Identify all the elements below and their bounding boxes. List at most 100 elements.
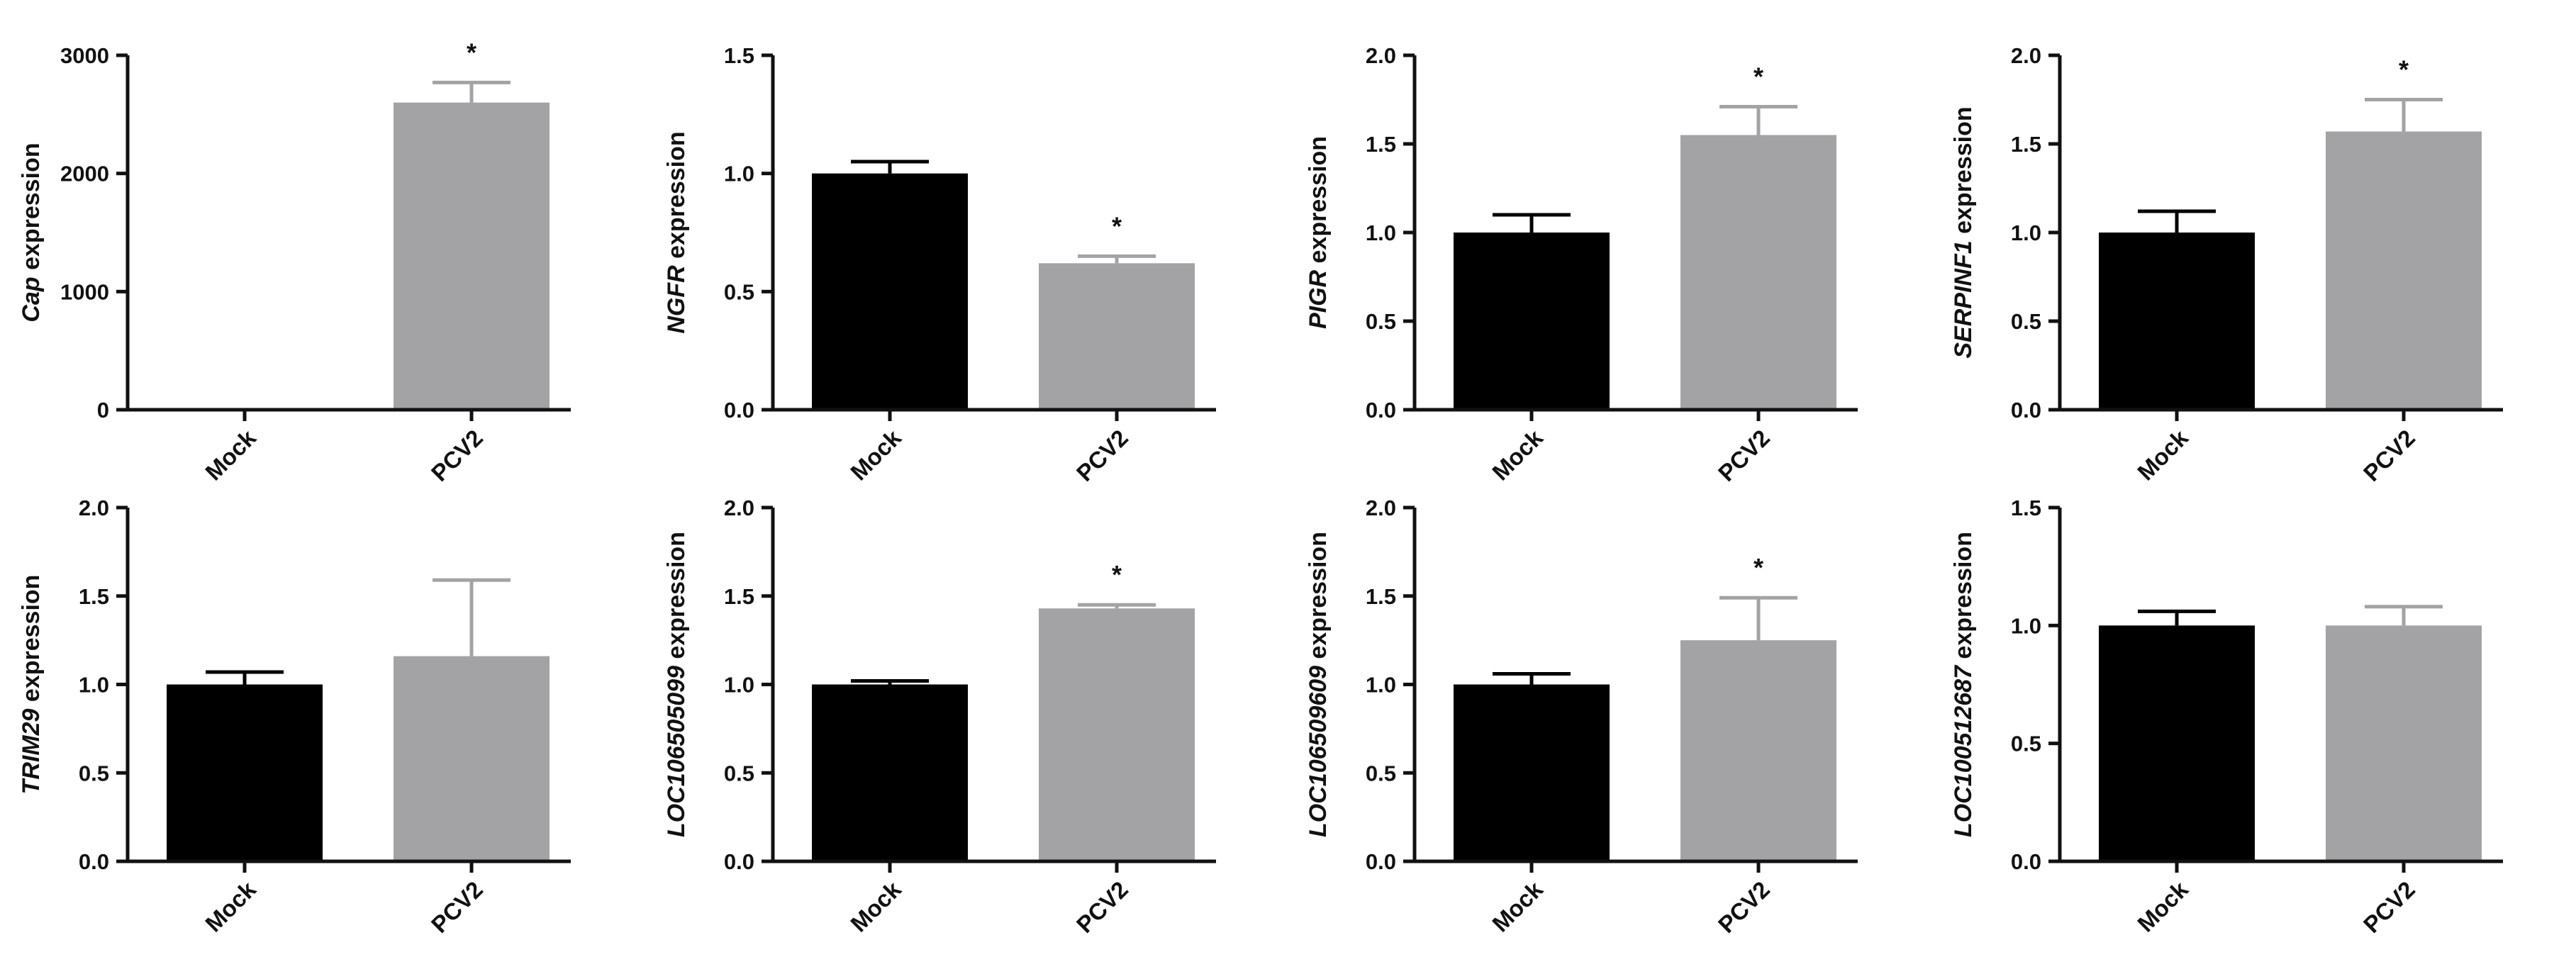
y-tick-label: 2.0 bbox=[2011, 43, 2041, 68]
bar-mock bbox=[2099, 233, 2255, 410]
y-tick-label: 1.5 bbox=[2011, 496, 2041, 520]
y-tick-label: 1.0 bbox=[1366, 673, 1396, 698]
y-tick-label: 0.5 bbox=[1366, 309, 1396, 334]
bar-mock bbox=[812, 173, 968, 410]
y-tick-label: 1.5 bbox=[1366, 584, 1396, 609]
gene-name: SERPINF1 bbox=[1950, 240, 1977, 358]
y-axis-label-suffix: expression bbox=[1950, 532, 1977, 666]
y-tick-label: 0.0 bbox=[79, 849, 109, 874]
y-tick-label: 0 bbox=[97, 398, 109, 423]
y-axis-label: LOC106509609 expression bbox=[1305, 532, 1332, 837]
y-tick-label: 0.0 bbox=[2011, 849, 2041, 874]
y-axis-label-suffix: expression bbox=[18, 575, 45, 709]
bar-pcv2 bbox=[1039, 608, 1195, 861]
y-tick-label: 0.0 bbox=[2011, 398, 2041, 423]
gene-name: LOC106505099 bbox=[663, 666, 690, 837]
bar-pcv2 bbox=[1680, 640, 1836, 861]
y-axis-label-suffix: expression bbox=[663, 131, 690, 265]
y-axis-label: LOC100512687 expression bbox=[1950, 532, 1977, 837]
gene-name: LOC106509609 bbox=[1305, 666, 1332, 837]
significance-asterisk: * bbox=[2399, 55, 2409, 84]
y-axis-label: TRIM29 expression bbox=[18, 575, 45, 795]
y-tick-label: 0.5 bbox=[1366, 761, 1396, 785]
y-tick-label: 1.5 bbox=[79, 584, 109, 609]
y-tick-label: 1000 bbox=[60, 279, 109, 304]
y-axis-label-suffix: expression bbox=[663, 532, 690, 666]
bar-pcv2 bbox=[2326, 131, 2482, 410]
y-axis-label: NGFR expression bbox=[663, 131, 690, 333]
y-axis-label-suffix: expression bbox=[1305, 136, 1332, 270]
y-axis-label: Cap expression bbox=[18, 142, 45, 322]
y-tick-label: 1.0 bbox=[724, 673, 754, 698]
y-tick-label: 1.5 bbox=[724, 584, 754, 609]
gene-name: PIGR bbox=[1305, 269, 1332, 329]
significance-asterisk: * bbox=[467, 38, 476, 67]
y-tick-label: 2.0 bbox=[724, 496, 754, 520]
y-tick-label: 0.0 bbox=[724, 398, 754, 423]
y-axis-label: PIGR expression bbox=[1305, 136, 1332, 329]
y-axis-label: SERPINF1 expression bbox=[1950, 106, 1977, 358]
y-tick-label: 1.0 bbox=[79, 673, 109, 698]
x-tick-label-mock: Mock bbox=[2132, 876, 2193, 936]
y-tick-label: 1.0 bbox=[2011, 220, 2041, 245]
bar-pcv2 bbox=[2326, 625, 2482, 861]
y-tick-label: 2.0 bbox=[1366, 43, 1396, 68]
y-axis-label-suffix: expression bbox=[1950, 106, 1977, 240]
significance-asterisk: * bbox=[1753, 553, 1763, 582]
y-tick-label: 1.0 bbox=[2011, 613, 2041, 638]
gene-name: TRIM29 bbox=[18, 708, 45, 794]
y-tick-label: 0.0 bbox=[1366, 849, 1396, 874]
y-tick-label: 0.5 bbox=[724, 279, 754, 304]
y-tick-label: 2.0 bbox=[79, 496, 109, 520]
y-tick-label: 0.5 bbox=[2011, 732, 2041, 756]
gene-name: Cap bbox=[18, 276, 45, 322]
y-tick-label: 1.5 bbox=[2011, 132, 2041, 157]
y-tick-label: 1.0 bbox=[1366, 220, 1396, 245]
y-axis-label: LOC106505099 expression bbox=[663, 532, 690, 837]
y-tick-label: 0.5 bbox=[724, 761, 754, 785]
bar-pcv2 bbox=[1039, 263, 1195, 410]
bar-mock bbox=[1454, 684, 1610, 861]
y-tick-label: 0.0 bbox=[1366, 398, 1396, 423]
bar-mock bbox=[2099, 625, 2255, 861]
y-tick-label: 0.0 bbox=[724, 849, 754, 874]
bar-mock bbox=[812, 684, 968, 861]
bar-mock bbox=[167, 684, 323, 861]
x-tick-label-pcv2: PCV2 bbox=[2358, 876, 2420, 938]
significance-asterisk: * bbox=[1112, 211, 1122, 240]
y-axis-label-suffix: expression bbox=[1305, 532, 1332, 666]
bar-pcv2 bbox=[1680, 135, 1836, 410]
y-tick-label: 0.5 bbox=[2011, 309, 2041, 334]
bar-mock bbox=[1454, 233, 1610, 410]
y-tick-label: 1.0 bbox=[724, 162, 754, 186]
y-tick-label: 1.5 bbox=[1366, 132, 1396, 157]
y-tick-label: 3000 bbox=[60, 43, 109, 68]
y-tick-label: 2000 bbox=[60, 162, 109, 186]
gene-name: LOC100512687 bbox=[1950, 664, 1977, 837]
y-axis-label-suffix: expression bbox=[18, 142, 45, 276]
bar-pcv2 bbox=[394, 656, 550, 861]
gene-name: NGFR bbox=[663, 265, 690, 334]
bar-pcv2 bbox=[394, 102, 550, 410]
y-tick-label: 1.5 bbox=[724, 43, 754, 68]
significance-asterisk: * bbox=[1753, 62, 1763, 91]
y-tick-label: 2.0 bbox=[1366, 496, 1396, 520]
significance-asterisk: * bbox=[1112, 560, 1122, 589]
